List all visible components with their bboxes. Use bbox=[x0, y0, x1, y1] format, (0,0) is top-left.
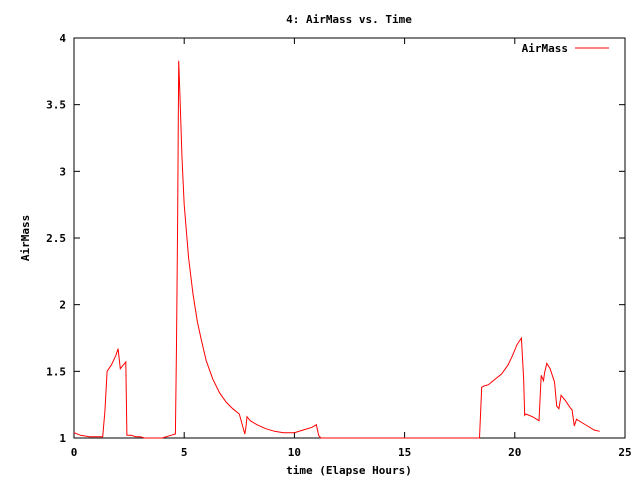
x-tick-label: 5 bbox=[181, 446, 188, 459]
x-tick-label: 0 bbox=[71, 446, 78, 459]
x-tick-label: 25 bbox=[618, 446, 631, 459]
y-tick-label: 2.5 bbox=[46, 232, 66, 245]
series-group bbox=[73, 60, 600, 439]
legend-label: AirMass bbox=[522, 42, 568, 55]
y-tick-label: 2 bbox=[59, 299, 66, 312]
x-tick-label: 20 bbox=[508, 446, 521, 459]
y-tick-label: 3.5 bbox=[46, 99, 66, 112]
legend: AirMass bbox=[522, 42, 609, 55]
x-axis-label: time (Elapse Hours) bbox=[286, 464, 412, 477]
y-tick-label: 4 bbox=[59, 32, 66, 45]
axis-ticks: 0 5 10 15 20 25 1 1.5 2 2.5 3 3.5 4 bbox=[46, 32, 632, 459]
x-tick-label: 10 bbox=[288, 446, 301, 459]
y-tick-label: 1.5 bbox=[46, 365, 66, 378]
y-tick-label: 3 bbox=[59, 165, 66, 178]
chart-title: 4: AirMass vs. Time bbox=[286, 13, 412, 26]
airmass-series-line bbox=[73, 60, 600, 439]
y-axis-label: AirMass bbox=[19, 215, 32, 261]
x-tick-label: 15 bbox=[398, 446, 411, 459]
y-tick-label: 1 bbox=[59, 432, 66, 445]
